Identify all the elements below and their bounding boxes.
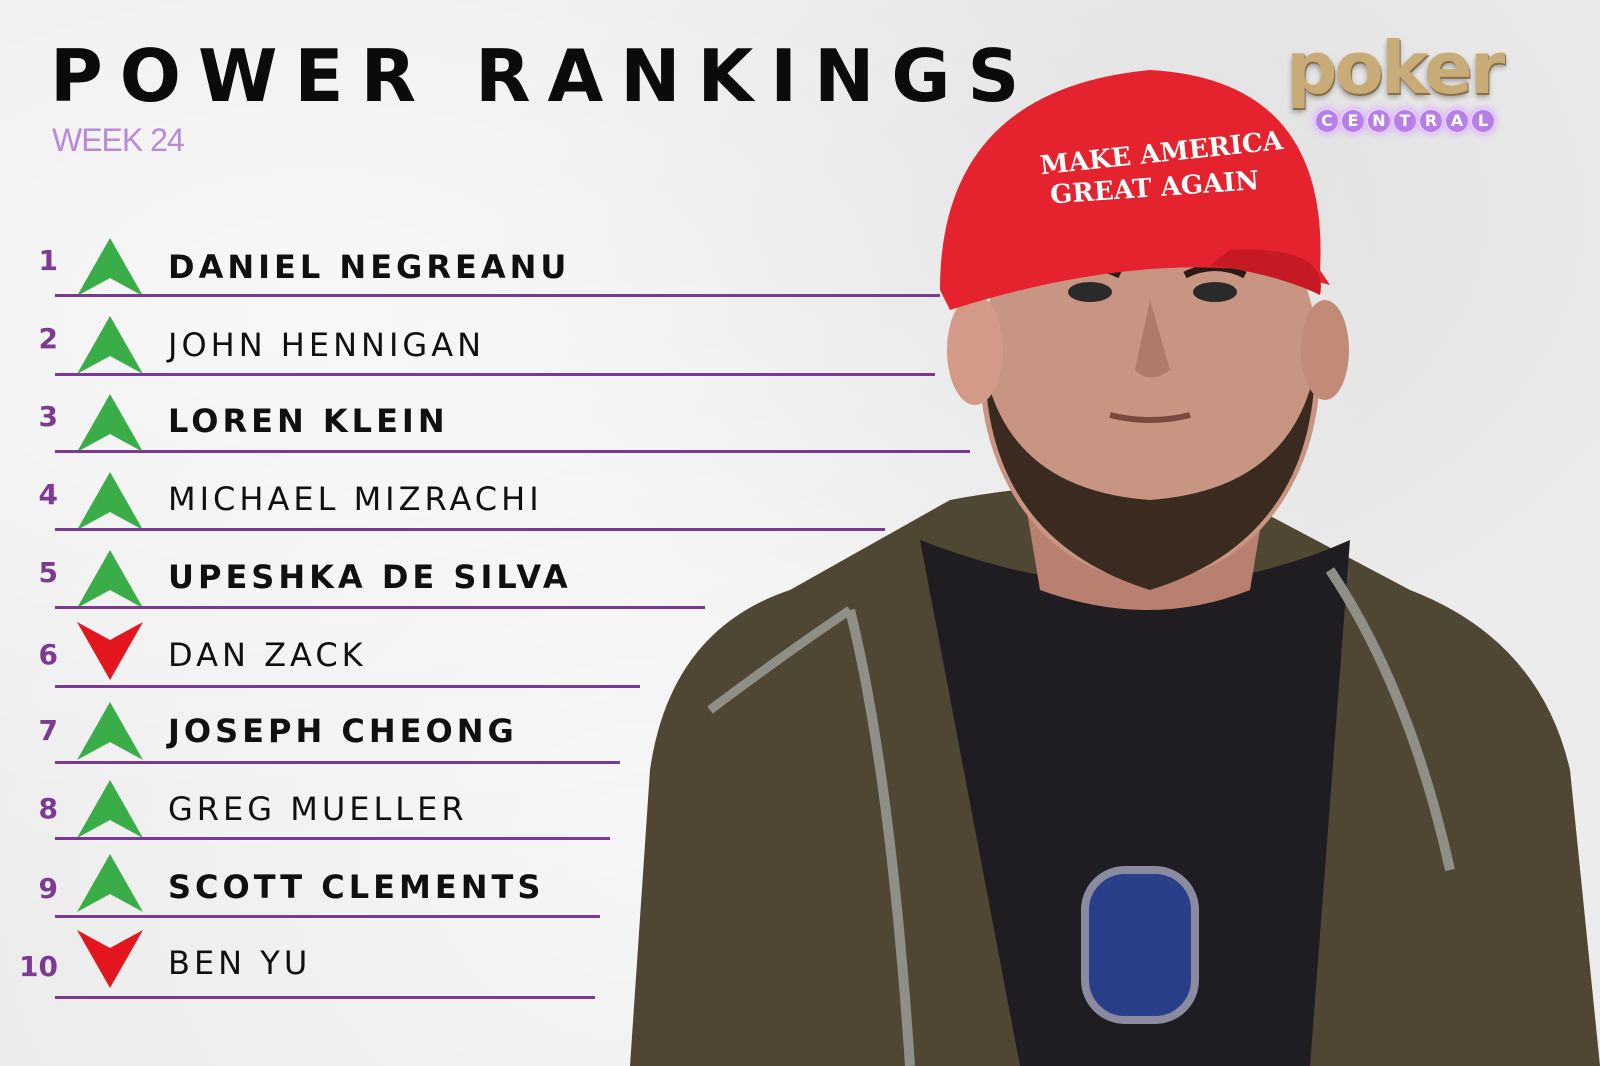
rank-number: 4: [38, 478, 58, 511]
trend-up-icon: [77, 472, 143, 530]
divider: [55, 606, 705, 609]
divider: [55, 450, 970, 453]
trend-up-icon: [77, 316, 143, 374]
rank-number: 8: [38, 792, 58, 825]
trend-up-icon: [77, 394, 143, 452]
trend-down-icon: [77, 622, 143, 680]
rank-number: 2: [38, 322, 58, 355]
player-name: DANIEL NEGREANU: [168, 248, 571, 286]
player-name: JOHN HENNIGAN: [168, 326, 486, 364]
player-name: LOREN KLEIN: [168, 402, 449, 440]
player-name: SCOTT CLEMENTS: [168, 868, 545, 906]
trend-up-icon: [77, 780, 143, 838]
trend-up-icon: [77, 854, 143, 912]
page-title: POWER RANKINGS: [50, 34, 1037, 118]
player-name: BEN YU: [168, 944, 312, 982]
divider: [55, 837, 610, 840]
divider: [55, 528, 885, 531]
player-name: MICHAEL MIZRACHI: [168, 480, 543, 518]
trend-up-icon: [77, 702, 143, 760]
player-name: UPESHKA DE SILVA: [168, 558, 572, 596]
divider: [55, 996, 595, 999]
player-photo: MAKE AMERICA GREAT AGAIN: [590, 70, 1600, 1066]
logo-letter: A: [1444, 108, 1470, 134]
player-name: GREG MUELLER: [168, 790, 468, 828]
logo-letter: N: [1366, 108, 1392, 134]
rank-number: 6: [38, 638, 58, 671]
logo-letter: R: [1418, 108, 1444, 134]
trend-up-icon: [77, 238, 143, 296]
logo-brand-text: poker: [1286, 26, 1505, 110]
player-name: DAN ZACK: [168, 636, 367, 674]
rank-number: 3: [38, 400, 58, 433]
logo-letter: C: [1314, 108, 1340, 134]
divider: [55, 915, 600, 918]
trend-down-icon: [77, 930, 143, 988]
poker-central-logo: poker C E N T R A L: [1284, 28, 1544, 148]
rank-number: 7: [38, 714, 58, 747]
logo-sub-text: C E N T R A L: [1314, 108, 1496, 134]
divider: [55, 373, 935, 376]
rank-number: 10: [19, 950, 58, 983]
divider: [55, 761, 620, 764]
logo-letter: T: [1392, 108, 1418, 134]
rank-number: 9: [38, 872, 58, 905]
rank-number: 1: [38, 244, 58, 277]
logo-letter: E: [1340, 108, 1366, 134]
logo-letter: L: [1470, 108, 1496, 134]
rank-number: 5: [38, 556, 58, 589]
trend-up-icon: [77, 550, 143, 608]
divider: [55, 685, 640, 688]
player-name: JOSEPH CHEONG: [168, 712, 518, 750]
week-label: WEEK 24: [52, 122, 185, 158]
divider: [55, 294, 940, 297]
